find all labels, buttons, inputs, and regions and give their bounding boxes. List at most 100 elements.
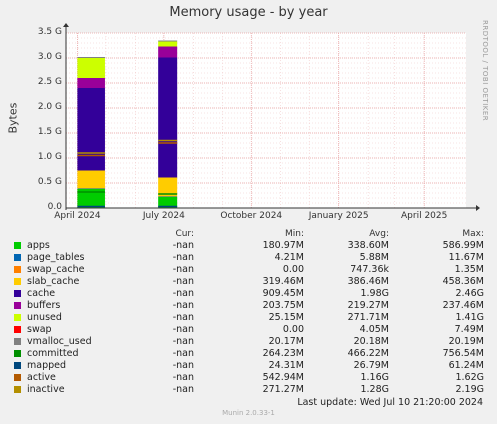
area-slab_cache [158, 177, 178, 197]
y-tick-label: 3.0 G [37, 52, 62, 62]
legend-name: slab_cache [27, 276, 80, 287]
plot-background [66, 33, 466, 208]
legend-max: 586.99M [442, 240, 484, 251]
legend-avg: 1.28G [360, 384, 389, 395]
munin-version: Munin 2.0.33-1 [222, 409, 275, 417]
legend-max: 11.67M [448, 252, 484, 263]
legend-avg: 26.79M [353, 360, 389, 371]
y-tick-label: 2.0 G [37, 102, 62, 112]
legend-max: 237.46M [442, 300, 484, 311]
legend-cur: -nan [172, 264, 194, 275]
legend-row-cache: cache -nan 909.45M 1.98G 2.46G [0, 288, 497, 300]
legend-max: 2.19G [455, 384, 484, 395]
legend-row-active: active -nan 542.94M 1.16G 1.62G [0, 372, 497, 384]
legend-cur: -nan [172, 240, 194, 251]
legend-min: 319.46M [262, 276, 304, 287]
legend-swatch [14, 314, 21, 321]
legend-cur: -nan [172, 276, 194, 287]
legend-min: 180.97M [262, 240, 304, 251]
area-slab_cache [77, 170, 105, 189]
y-tick-label: 3.5 G [37, 27, 62, 37]
rrdtool-credit: RRDTOOL / TOBI OETIKER [481, 20, 489, 122]
legend-cur: -nan [172, 300, 194, 311]
legend-min: 271.27M [262, 384, 304, 395]
legend-max: 7.49M [454, 324, 484, 335]
legend-swatch [14, 290, 21, 297]
legend-name: unused [27, 312, 62, 323]
legend-min: 20.17M [268, 336, 304, 347]
legend-name: active [27, 372, 56, 383]
legend-name: apps [27, 240, 50, 251]
legend-avg: 338.60M [347, 240, 389, 251]
x-tick-label: April 2025 [401, 211, 448, 221]
legend-header-min: Min: [284, 229, 304, 239]
legend-row-swap: swap -nan 0.00 4.05M 7.49M [0, 324, 497, 336]
legend-name: swap [27, 324, 52, 335]
legend-row-vmalloc_used: vmalloc_used -nan 20.17M 20.18M 20.19M [0, 336, 497, 348]
legend-swatch [14, 374, 21, 381]
legend-row-apps: apps -nan 180.97M 338.60M 586.99M [0, 240, 497, 252]
legend-min: 24.31M [268, 360, 304, 371]
legend-swatch [14, 386, 21, 393]
legend-max: 458.36M [442, 276, 484, 287]
legend-swatch [14, 326, 21, 333]
y-tick-label: 1.5 G [37, 127, 62, 137]
legend-header-cur: Cur: [175, 229, 194, 239]
legend-cur: -nan [172, 288, 194, 299]
legend-min: 4.21M [274, 252, 304, 263]
area-apps [77, 189, 105, 208]
area-page_tables [77, 188, 105, 189]
legend-max: 756.54M [442, 348, 484, 359]
legend-cur: -nan [172, 372, 194, 383]
legend-row-swap_cache: swap_cache -nan 0.00 747.36k 1.35M [0, 264, 497, 276]
legend-cur: -nan [172, 384, 194, 395]
legend-avg: 386.46M [347, 276, 389, 287]
y-axis-arrow [63, 23, 69, 27]
legend-swatch [14, 350, 21, 357]
legend-cur: -nan [172, 324, 194, 335]
legend-min: 264.23M [262, 348, 304, 359]
legend-row-unused: unused -nan 25.15M 271.71M 1.41G [0, 312, 497, 324]
area-buffers [77, 78, 105, 88]
area-unused [158, 41, 178, 47]
x-axis-arrow [476, 205, 480, 211]
last-update: Last update: Wed Jul 10 21:20:00 2024 [297, 397, 483, 408]
legend-min: 909.45M [262, 288, 304, 299]
area-vmalloc_used [158, 40, 178, 42]
legend-row-committed: committed -nan 264.23M 466.22M 756.54M [0, 348, 497, 360]
y-tick-label: 0.0 [47, 202, 62, 212]
legend-cur: -nan [172, 336, 194, 347]
legend-swatch [14, 302, 21, 309]
legend-avg: 747.36k [350, 264, 389, 275]
x-tick-label: July 2024 [142, 211, 185, 221]
area-page_tables [158, 196, 178, 197]
legend-max: 1.41G [455, 312, 484, 323]
legend-min: 25.15M [268, 312, 304, 323]
legend-swatch [14, 278, 21, 285]
legend-swatch [14, 362, 21, 369]
legend-max: 1.62G [455, 372, 484, 383]
legend-name: swap_cache [27, 264, 85, 275]
legend-row-page_tables: page_tables -nan 4.21M 5.88M 11.67M [0, 252, 497, 264]
legend-swatch [14, 242, 21, 249]
legend-avg: 271.71M [347, 312, 389, 323]
legend-avg: 219.27M [347, 300, 389, 311]
y-tick-label: 2.5 G [37, 77, 62, 87]
legend-name: page_tables [27, 252, 85, 263]
legend-max: 2.46G [455, 288, 484, 299]
legend-header-avg: Avg: [369, 229, 389, 239]
legend-max: 61.24M [448, 360, 484, 371]
legend-row-buffers: buffers -nan 203.75M 219.27M 237.46M [0, 300, 497, 312]
legend-swatch [14, 254, 21, 261]
chart-title: Memory usage - by year [169, 5, 328, 20]
legend-row-slab_cache: slab_cache -nan 319.46M 386.46M 458.36M [0, 276, 497, 288]
legend-min: 0.00 [282, 324, 304, 335]
area-unused [77, 58, 105, 78]
y-tick-label: 0.5 G [37, 177, 62, 187]
legend-cur: -nan [172, 252, 194, 263]
area-cache [77, 88, 105, 171]
legend-name: vmalloc_used [27, 336, 92, 347]
area-apps [158, 197, 178, 208]
legend-name: cache [27, 288, 56, 299]
